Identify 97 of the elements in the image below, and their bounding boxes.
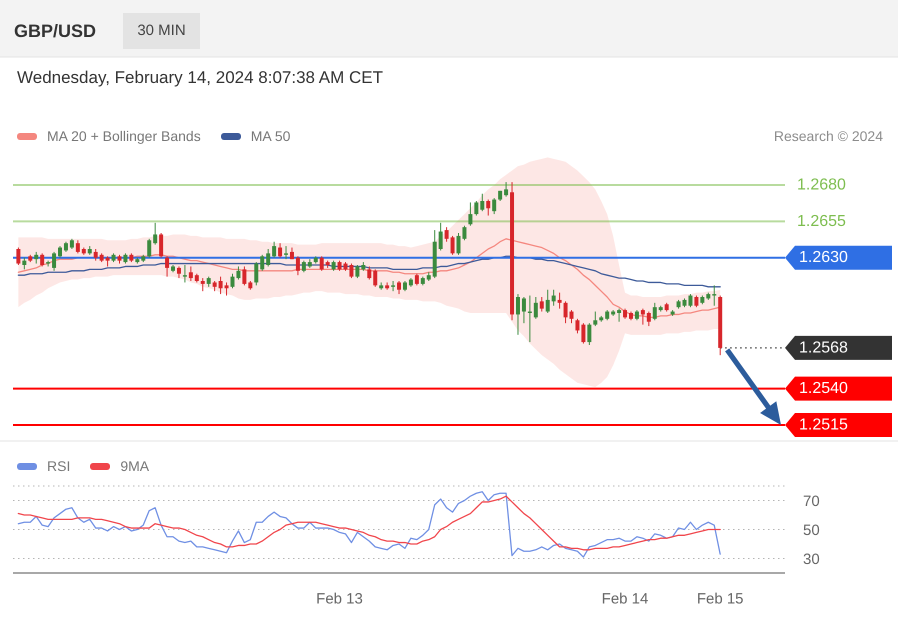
candlestick: [575, 318, 580, 334]
candlestick: [159, 232, 164, 258]
ref-line-label: 1.2630: [799, 249, 848, 266]
candlestick: [70, 238, 74, 250]
candlestick: [58, 246, 62, 258]
candlestick: [450, 235, 455, 256]
candlestick: [534, 296, 538, 320]
candlestick: [278, 242, 282, 258]
candlestick: [540, 296, 544, 312]
candlestick: [402, 280, 407, 292]
candlestick: [40, 252, 44, 267]
x-tick-label: Feb 13: [316, 590, 363, 608]
candlestick: [444, 226, 449, 242]
ref-line-label: 1.2680: [797, 176, 846, 194]
candlestick: [94, 248, 98, 262]
candlestick: [480, 193, 484, 212]
line-series: [18, 496, 721, 550]
candlestick: [516, 294, 520, 336]
candlestick: [200, 278, 205, 292]
candlestick: [355, 264, 360, 279]
candlestick: [462, 225, 466, 241]
candlestick: [546, 289, 550, 314]
candlestick: [218, 276, 223, 295]
candlestick: [188, 266, 193, 282]
candlestick: [296, 256, 300, 276]
candlestick: [76, 240, 80, 254]
text: Wednesday, February 14, 2024 8:07:38 AM CET: [17, 67, 384, 89]
candlestick: [64, 241, 68, 252]
candlestick: [176, 266, 181, 279]
y-tick-label: 50: [803, 522, 820, 539]
candlestick: [230, 273, 234, 289]
candlestick: [391, 280, 396, 292]
candlestick: [284, 246, 288, 260]
legend-label: RSI: [47, 458, 70, 474]
candlestick: [688, 294, 692, 308]
candlestick: [646, 311, 651, 327]
x-tick-label: Feb 15: [696, 590, 744, 608]
candlestick: [242, 266, 246, 286]
text: Research © 2024: [774, 127, 883, 146]
text: 30 MIN: [123, 13, 200, 49]
candlestick: [236, 266, 240, 280]
candlestick: [153, 222, 158, 246]
candlestick: [522, 296, 526, 324]
candlestick: [338, 260, 342, 272]
candlestick: [605, 310, 610, 321]
candlestick: [486, 199, 490, 216]
candlestick: [528, 295, 532, 343]
candlestick: [320, 256, 324, 272]
ref-line-label: 1.2655: [797, 212, 846, 230]
candlestick: [52, 251, 56, 272]
candlestick: [438, 222, 443, 251]
candlestick: [623, 308, 628, 320]
candlestick: [212, 280, 217, 292]
candlestick: [587, 322, 592, 346]
candlestick: [349, 263, 354, 279]
candlestick: [564, 300, 568, 324]
candlestick: [593, 311, 598, 327]
candlestick: [414, 273, 419, 286]
candlestick: [224, 282, 229, 296]
candlestick: [106, 256, 110, 267]
candlestick: [474, 200, 478, 216]
candlestick: [570, 310, 574, 324]
candlestick: [468, 202, 472, 226]
y-tick-label: 70: [803, 492, 820, 510]
candlestick: [581, 322, 586, 344]
candlestick: [617, 308, 622, 322]
line-series: [18, 491, 721, 558]
candlestick: [22, 257, 26, 270]
legend-label: 9MA: [120, 458, 150, 474]
legend-label: MA 20 + Bollinger Bands: [47, 128, 201, 144]
ref-line-label: 1.2515: [799, 416, 848, 434]
candlestick: [165, 256, 170, 278]
candlestick: [182, 264, 187, 283]
candlestick: [206, 276, 211, 288]
candlestick: [123, 252, 128, 264]
candlestick: [332, 260, 336, 272]
x-tick-label: Feb 14: [602, 590, 648, 608]
candlestick: [504, 182, 508, 198]
candlestick: [558, 292, 562, 310]
candlestick: [397, 280, 402, 295]
candlestick: [34, 251, 38, 264]
chart-title: GBP/USD: [14, 20, 96, 43]
candlestick: [16, 247, 20, 266]
candlestick: [694, 295, 698, 308]
y-tick-label: 30: [803, 550, 820, 568]
candlestick: [147, 238, 152, 258]
candlestick: [272, 241, 276, 258]
candlestick: [456, 232, 460, 256]
candlestick: [492, 198, 496, 215]
candlestick: [552, 289, 556, 306]
candlestick: [634, 310, 639, 321]
legend-label: MA 50: [250, 128, 290, 144]
candlestick: [640, 308, 645, 326]
candlestick: [266, 248, 270, 267]
ref-line-label: 1.2540: [799, 380, 848, 398]
candlestick: [302, 260, 306, 273]
ref-line-label: 1.2568: [799, 339, 848, 356]
